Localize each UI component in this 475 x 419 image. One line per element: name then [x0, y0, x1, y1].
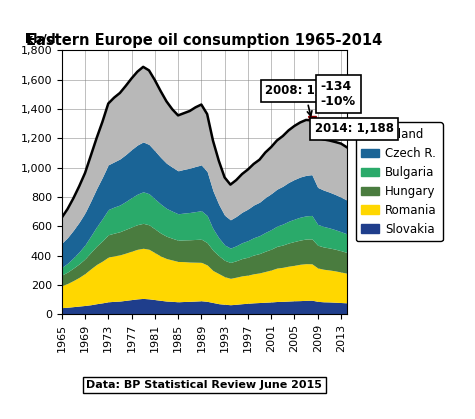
Text: Data: BP Statistical Review June 2015: Data: BP Statistical Review June 2015	[86, 380, 322, 390]
Legend: Poland, Czech R., Bulgaria, Hungary, Romania, Slovakia: Poland, Czech R., Bulgaria, Hungary, Rom…	[355, 122, 443, 241]
Text: 2014: 1,188: 2014: 1,188	[315, 122, 394, 135]
Text: -134
-10%: -134 -10%	[321, 80, 356, 108]
Text: kb/d: kb/d	[25, 32, 55, 45]
Text: 2008: 1,322: 2008: 1,322	[266, 84, 344, 116]
Title: Eastern Europe oil consumption 1965-2014: Eastern Europe oil consumption 1965-2014	[26, 33, 382, 48]
